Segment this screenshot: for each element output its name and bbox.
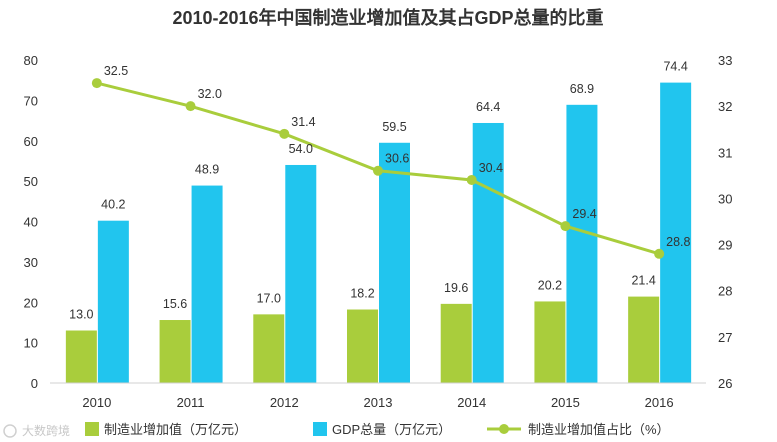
- label-gdp-2011: 48.9: [195, 163, 219, 177]
- label-gdp-2012: 54.0: [289, 142, 313, 156]
- label-share-2010: 32.5: [104, 64, 128, 78]
- label-share-2015: 29.4: [572, 207, 596, 221]
- label-share-2012: 31.4: [291, 115, 315, 129]
- x-axis: 2010 2011 2012 2013 2014 2015 2016: [82, 395, 673, 410]
- legend-label-manufacturing: 制造业增加值（万亿元）: [104, 422, 247, 437]
- label-manufacturing-2010: 13.0: [69, 308, 93, 322]
- x-axis-tick-2013: 2013: [364, 395, 393, 410]
- bar-labels: 13.0 40.2 15.6 48.9 17.0 54.0 18.2 59.5 19.6 64.4…: [69, 60, 688, 322]
- bar-manufacturing-2010: [65, 330, 97, 383]
- right-axis-tick-30: 30: [718, 191, 732, 206]
- left-axis-tick-30: 30: [24, 255, 38, 270]
- share-point-2015: [560, 221, 571, 232]
- legend: 制造业增加值（万亿元） GDP总量（万亿元） 制造业增加值占比（%）: [85, 422, 670, 437]
- legend-swatch-manufacturing: [85, 422, 99, 436]
- bar-manufacturing-2016: [628, 296, 660, 383]
- left-axis: 0 10 20 30 40 50 60 70 80: [24, 53, 38, 391]
- bar-gdp-2012: [285, 164, 317, 383]
- bar-gdp-2016: [660, 82, 692, 384]
- label-manufacturing-2014: 19.6: [444, 281, 468, 295]
- label-gdp-2016: 74.4: [663, 60, 687, 74]
- label-gdp-2013: 59.5: [382, 120, 406, 134]
- bar-gdp-2010: [97, 220, 129, 383]
- label-share-2016: 28.8: [666, 235, 690, 249]
- share-point-2013: [373, 165, 383, 176]
- right-axis-tick-32: 32: [718, 99, 732, 114]
- x-axis-tick-2012: 2012: [270, 395, 299, 410]
- bar-manufacturing-2013: [347, 309, 378, 383]
- legend-label-gdp: GDP总量（万亿元）: [332, 422, 451, 437]
- legend-swatch-gdp: [313, 422, 327, 436]
- bar-manufacturing-2015: [534, 301, 566, 383]
- label-manufacturing-2015: 20.2: [538, 278, 562, 292]
- label-manufacturing-2012: 17.0: [257, 291, 281, 305]
- label-gdp-2015: 68.9: [570, 82, 594, 96]
- right-axis-tick-26: 26: [718, 376, 732, 391]
- bar-manufacturing-2011: [159, 320, 191, 383]
- share-point-2014: [466, 174, 477, 185]
- x-axis-tick-2011: 2011: [177, 395, 205, 410]
- legend-label-share: 制造业增加值占比（%）: [528, 422, 670, 437]
- line-series: 32.5 32.0 31.4 30.6 30.4 29.4 28.8: [91, 64, 691, 259]
- left-axis-tick-80: 80: [24, 53, 38, 68]
- right-axis-tick-27: 27: [718, 330, 732, 345]
- label-share-2013: 30.6: [385, 152, 409, 166]
- x-axis-tick-2010: 2010: [82, 395, 111, 410]
- left-axis-tick-20: 20: [24, 295, 38, 310]
- right-axis-tick-33: 33: [718, 53, 732, 68]
- bar-gdp-2013: [379, 142, 410, 383]
- left-axis-tick-0: 0: [31, 376, 38, 391]
- bar-manufacturing-2012: [253, 314, 285, 383]
- left-axis-tick-70: 70: [24, 93, 38, 108]
- left-axis-tick-40: 40: [24, 215, 38, 230]
- share-point-2010: [91, 78, 102, 89]
- left-axis-tick-50: 50: [24, 174, 38, 189]
- left-axis-tick-60: 60: [24, 134, 38, 149]
- right-axis-tick-31: 31: [718, 145, 732, 160]
- watermark: 大数跨境: [3, 423, 70, 438]
- watermark-icon: [3, 424, 17, 438]
- x-axis-tick-2015: 2015: [551, 395, 580, 410]
- label-gdp-2014: 64.4: [476, 100, 500, 114]
- label-manufacturing-2016: 21.4: [631, 274, 655, 288]
- bar-gdp-2014: [472, 122, 504, 384]
- x-axis-tick-2016: 2016: [645, 395, 674, 410]
- label-share-2011: 32.0: [198, 87, 222, 101]
- label-manufacturing-2013: 18.2: [350, 287, 374, 301]
- bar-manufacturing-2014: [440, 303, 472, 383]
- chart-title: 2010-2016年中国制造业增加值及其占GDP总量的比重: [172, 7, 603, 28]
- bar-gdp-2015: [566, 104, 598, 383]
- right-axis: 26 27 28 29 30 31 32 33: [718, 53, 732, 391]
- share-point-2016: [654, 248, 665, 259]
- legend-marker-share: [499, 424, 509, 434]
- right-axis-tick-28: 28: [718, 284, 732, 299]
- left-axis-tick-10: 10: [24, 336, 38, 351]
- right-axis-tick-29: 29: [718, 238, 732, 253]
- bars: [65, 82, 692, 384]
- bar-gdp-2011: [191, 185, 223, 383]
- label-share-2014: 30.4: [479, 161, 503, 175]
- label-gdp-2010: 40.2: [101, 198, 125, 212]
- x-axis-tick-2014: 2014: [457, 395, 486, 410]
- watermark-text: 大数跨境: [22, 423, 70, 438]
- share-point-2011: [185, 101, 196, 112]
- label-manufacturing-2011: 15.6: [163, 297, 187, 311]
- share-point-2012: [279, 128, 290, 139]
